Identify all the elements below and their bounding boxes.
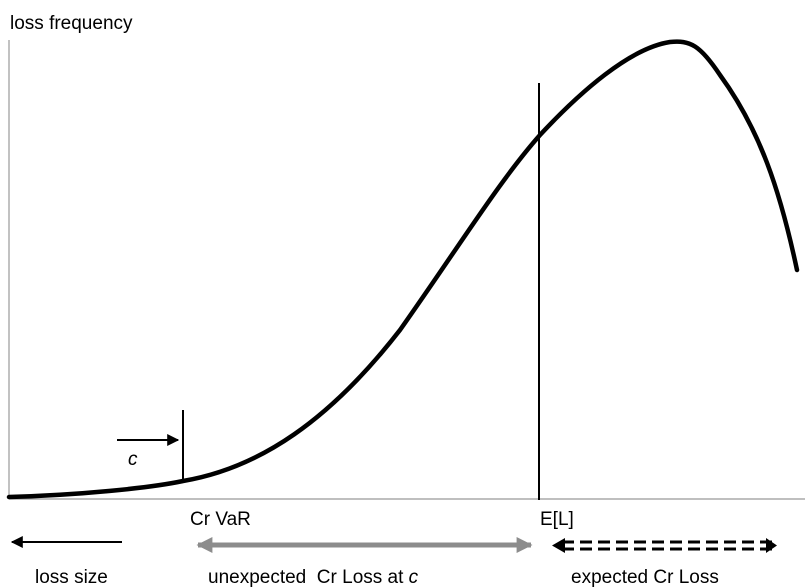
y-axis-label: loss frequency [10,13,133,34]
loss-size-label: loss size [35,567,108,588]
cr-var-label: Cr VaR [190,509,251,530]
expected-cr-loss-label: expected Cr Loss [571,567,719,588]
unexpected-loss-text: unexpected Cr Loss at [208,567,409,588]
expected-loss-arrow [552,538,777,553]
loss-frequency-curve [6,39,800,500]
unexpected-loss-c: c [408,567,419,588]
expected-loss-label: E[L] [540,509,574,530]
unexpected-loss-label: unexpected Cr Loss at c [208,568,418,587]
c-label: c [128,449,138,470]
